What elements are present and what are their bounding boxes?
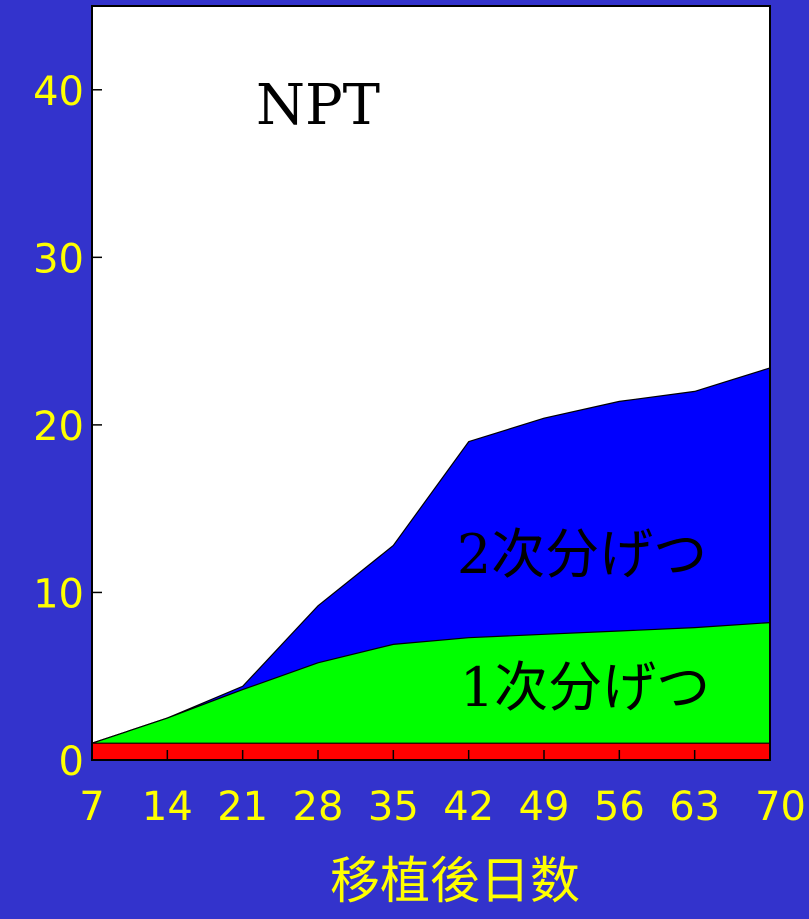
x-tick-label: 49 <box>519 784 570 830</box>
y-tick-label: 0 <box>59 739 84 785</box>
x-tick-label: 28 <box>293 784 344 830</box>
y-tick-label: 20 <box>33 404 84 450</box>
annotation-label-2: 1次分げつ <box>460 656 710 719</box>
area-series-0 <box>91 742 771 761</box>
x-tick-label: 14 <box>142 784 193 830</box>
x-tick-label: 56 <box>594 784 645 830</box>
y-tick-label: 40 <box>33 69 84 115</box>
x-axis-title: 移植後日数 <box>330 852 580 910</box>
x-tick-label: 63 <box>669 784 720 830</box>
x-tick-label: 35 <box>368 784 419 830</box>
annotation-label-1: 2次分げつ <box>457 523 707 586</box>
x-tick-label: 7 <box>79 784 104 830</box>
y-tick-label: 30 <box>33 236 84 282</box>
y-tick-label: 10 <box>33 571 84 617</box>
x-tick-label: 42 <box>443 784 494 830</box>
annotation-label-0: NPT <box>256 73 380 138</box>
plot-border <box>91 5 771 761</box>
x-tick-label: 70 <box>755 784 806 830</box>
x-tick-label: 21 <box>217 784 268 830</box>
